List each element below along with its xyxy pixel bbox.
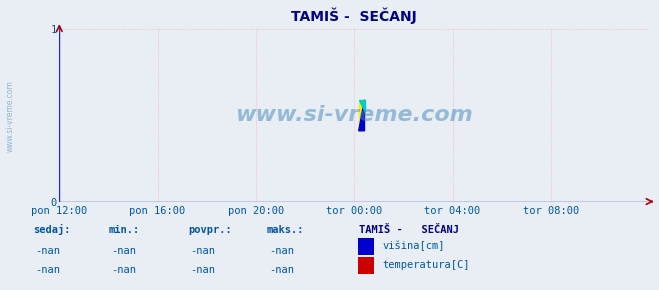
Text: -nan: -nan [269,264,294,275]
Text: temperatura[C]: temperatura[C] [382,260,470,270]
Text: sedaj:: sedaj: [33,224,71,235]
Text: min.:: min.: [109,225,140,235]
Text: -nan: -nan [111,264,136,275]
Text: www.si-vreme.com: www.si-vreme.com [5,80,14,152]
Text: maks.:: maks.: [267,225,304,235]
Text: -nan: -nan [190,264,215,275]
Text: -nan: -nan [35,246,60,256]
Text: -nan: -nan [35,264,60,275]
Text: -nan: -nan [190,246,215,256]
Text: TAMIŠ -   SEČANJ: TAMIŠ - SEČANJ [359,225,459,235]
Title: TAMIŠ -  SEČANJ: TAMIŠ - SEČANJ [291,7,417,24]
Text: višina[cm]: višina[cm] [382,241,445,251]
Text: www.si-vreme.com: www.si-vreme.com [235,105,473,125]
Text: -nan: -nan [269,246,294,256]
Polygon shape [358,100,364,131]
Polygon shape [358,100,364,131]
Text: -nan: -nan [111,246,136,256]
Polygon shape [358,100,364,112]
Text: povpr.:: povpr.: [188,225,231,235]
